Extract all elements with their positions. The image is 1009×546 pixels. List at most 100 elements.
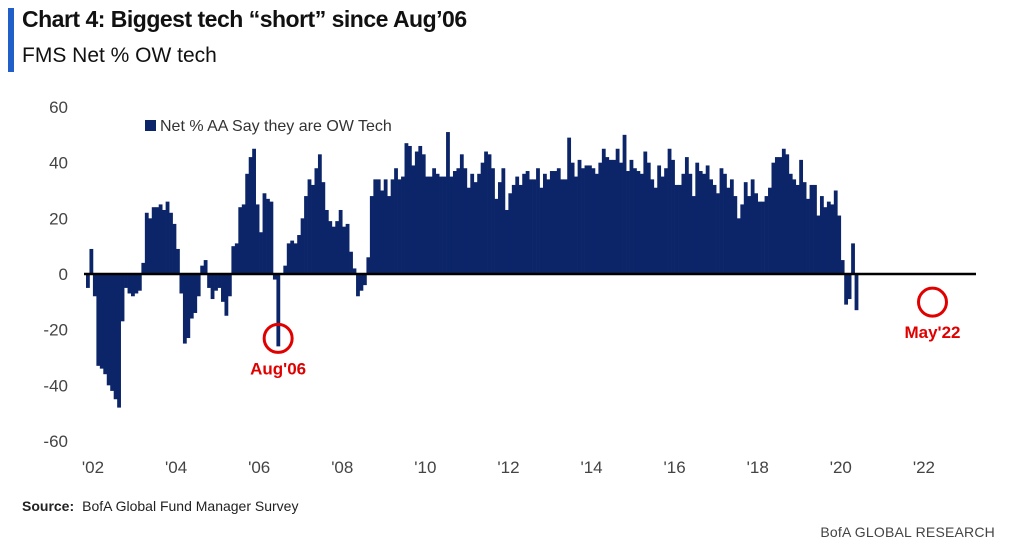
- bar: [179, 274, 184, 294]
- bar: [729, 179, 734, 274]
- bar: [723, 173, 727, 274]
- x-axis: '02 '04 '06 '08 '10 '12 '14 '16 '18 '20 '22: [82, 458, 935, 477]
- bar: [227, 274, 232, 297]
- x-tick-label: '22: [913, 458, 935, 477]
- bar: [598, 162, 603, 274]
- bar: [203, 260, 208, 274]
- bar: [674, 184, 679, 274]
- y-tick-label: 0: [59, 265, 68, 284]
- bar: [854, 274, 859, 311]
- bar: [120, 274, 125, 322]
- bar: [148, 218, 153, 274]
- bar: [169, 212, 173, 274]
- bar: [262, 193, 267, 274]
- bar: [594, 173, 599, 274]
- bar: [414, 151, 419, 274]
- bar: [671, 159, 675, 274]
- bar: [539, 187, 544, 274]
- y-tick-label: 20: [49, 209, 68, 228]
- x-tick-label: '16: [664, 458, 686, 477]
- bar: [366, 257, 371, 274]
- bar: [314, 168, 319, 274]
- bar: [383, 179, 388, 274]
- bar: [214, 274, 218, 291]
- bar: [113, 274, 118, 400]
- bar: [615, 148, 620, 274]
- bar: [110, 274, 115, 391]
- bar: [799, 159, 804, 274]
- bar: [788, 173, 793, 274]
- bar: [601, 148, 606, 274]
- bar: [556, 168, 561, 274]
- bar: [851, 243, 855, 274]
- bar: [241, 204, 246, 274]
- bar: [266, 198, 270, 274]
- bar: [785, 154, 790, 274]
- bar: [425, 176, 430, 274]
- bar: [809, 184, 814, 274]
- bar: [497, 182, 502, 274]
- annotation-label: May'22: [904, 323, 960, 342]
- bar: [470, 173, 475, 274]
- bar: [716, 193, 720, 274]
- bar: [504, 209, 509, 274]
- bar: [605, 157, 610, 274]
- bar: [626, 171, 630, 274]
- legend-label: Net % AA Say they are OW Tech: [160, 118, 392, 135]
- bar: [276, 274, 281, 347]
- bar: [678, 184, 682, 274]
- annotation-circle: [262, 322, 294, 354]
- bar: [338, 209, 343, 274]
- bar: [639, 173, 644, 274]
- bar: [511, 184, 516, 274]
- bar: [224, 274, 229, 316]
- x-tick-label: '08: [331, 458, 353, 477]
- bar: [86, 274, 90, 288]
- bar: [781, 148, 786, 274]
- bar: [633, 168, 637, 274]
- bar: [567, 137, 572, 274]
- bar: [106, 274, 111, 386]
- bar: [321, 182, 326, 274]
- bar: [103, 274, 108, 375]
- bar: [466, 187, 471, 274]
- bar: [117, 274, 121, 408]
- bar: [349, 251, 353, 274]
- bar: [331, 226, 336, 274]
- bar: [840, 260, 845, 274]
- bar: [186, 274, 191, 339]
- bar: [304, 196, 308, 274]
- bar: [764, 196, 769, 274]
- bar: [411, 165, 416, 274]
- bar: [581, 168, 585, 274]
- bar: [283, 265, 288, 274]
- bar: [549, 171, 554, 274]
- bar: [269, 201, 274, 274]
- bar: [196, 274, 201, 297]
- bar: [352, 268, 357, 274]
- brand-label: BofA GLOBAL RESEARCH: [820, 524, 995, 540]
- bar: [813, 184, 817, 274]
- bar: [151, 207, 156, 274]
- bar: [162, 209, 166, 274]
- bar: [248, 157, 253, 274]
- bar: [335, 221, 340, 274]
- annotation-label: Aug'06: [250, 359, 306, 378]
- bar: [373, 179, 378, 274]
- bar: [300, 218, 305, 274]
- bar: [570, 162, 575, 274]
- bar: [754, 193, 758, 274]
- chart-subtitle: FMS Net % OW tech: [22, 44, 217, 67]
- bar: [560, 179, 565, 274]
- annotation-circle: [916, 286, 948, 318]
- bar: [89, 248, 94, 274]
- bar: [376, 179, 381, 274]
- bar: [155, 207, 160, 274]
- bar: [397, 179, 402, 274]
- bar: [546, 179, 551, 274]
- bar: [390, 179, 395, 274]
- bar: [359, 274, 364, 291]
- bar: [643, 151, 648, 274]
- bar: [577, 159, 582, 274]
- bar: [387, 196, 392, 274]
